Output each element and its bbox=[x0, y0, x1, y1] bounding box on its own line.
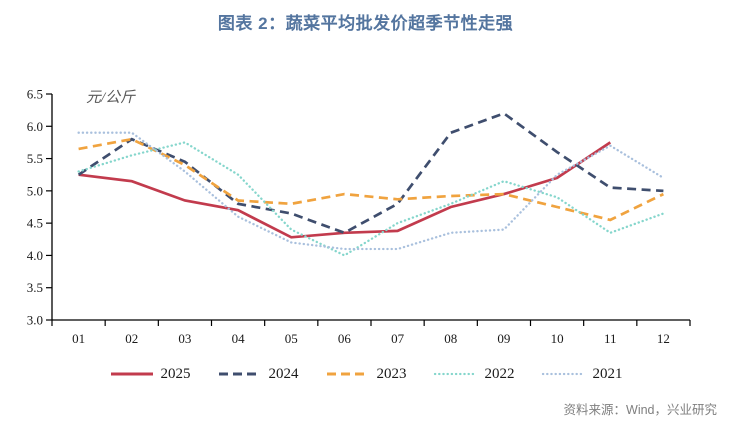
legend-swatch-2022 bbox=[433, 372, 478, 376]
x-tick-label: 11 bbox=[604, 331, 617, 346]
x-tick-label: 02 bbox=[125, 331, 138, 346]
y-tick-label: 4.5 bbox=[27, 216, 43, 231]
y-tick-label: 3.0 bbox=[27, 313, 43, 328]
legend-label-2023: 2023 bbox=[376, 365, 407, 382]
legend-item-2025: 2025 bbox=[109, 366, 191, 383]
y-tick-label: 6.0 bbox=[27, 119, 43, 134]
legend-swatch-2025 bbox=[110, 372, 153, 376]
chart-legend: 2025 2024 2023 2022 2021 bbox=[0, 363, 731, 385]
x-tick-label: 06 bbox=[338, 331, 352, 346]
x-tick-label: 05 bbox=[285, 331, 298, 346]
y-tick-label: 5.0 bbox=[27, 183, 43, 198]
x-tick-label: 04 bbox=[232, 331, 246, 346]
series-line-2023 bbox=[78, 137, 664, 222]
legend-swatch-2023 bbox=[326, 372, 369, 376]
legend-label-2024: 2024 bbox=[268, 365, 299, 382]
series-line-2021 bbox=[77, 131, 665, 251]
legend-item-2023: 2023 bbox=[325, 366, 407, 383]
legend-label-2025: 2025 bbox=[160, 365, 191, 382]
x-tick-label: 12 bbox=[657, 331, 670, 346]
x-tick-label: 01 bbox=[72, 331, 85, 346]
source-note: 资料来源：Wind，兴业研究 bbox=[563, 403, 717, 417]
x-tick-label: 08 bbox=[444, 331, 457, 346]
y-tick-label: 6.5 bbox=[27, 87, 43, 102]
legend-label-2022: 2022 bbox=[484, 365, 515, 382]
x-tick-label: 07 bbox=[391, 331, 405, 346]
legend-item-2021: 2021 bbox=[541, 366, 623, 383]
legend-swatch-2021 bbox=[541, 372, 586, 376]
x-tick-label: 03 bbox=[178, 331, 191, 346]
series-line-2022 bbox=[77, 141, 665, 257]
legend-swatch-2024 bbox=[218, 372, 261, 376]
x-tick-label: 09 bbox=[497, 331, 510, 346]
legend-label-2021: 2021 bbox=[592, 365, 623, 382]
legend-item-2024: 2024 bbox=[217, 366, 299, 383]
series-line-2025 bbox=[78, 141, 612, 239]
unit-label: 元/公斤 bbox=[86, 89, 136, 106]
y-tick-label: 4.0 bbox=[27, 248, 43, 263]
series-line-2024 bbox=[77, 111, 664, 235]
line-chart: 3.0 3.5 4.0 4.5 5.0 5.5 6.0 6.5 01 02 03 04 05 06 07 08… bbox=[27, 87, 691, 346]
y-tick-label: 5.5 bbox=[27, 151, 43, 166]
chart-title: 图表 2：蔬菜平均批发价超季节性走强 bbox=[217, 14, 514, 33]
x-tick-label: 10 bbox=[551, 331, 564, 346]
y-tick-label: 3.5 bbox=[27, 280, 43, 295]
legend-item-2022: 2022 bbox=[433, 366, 515, 383]
